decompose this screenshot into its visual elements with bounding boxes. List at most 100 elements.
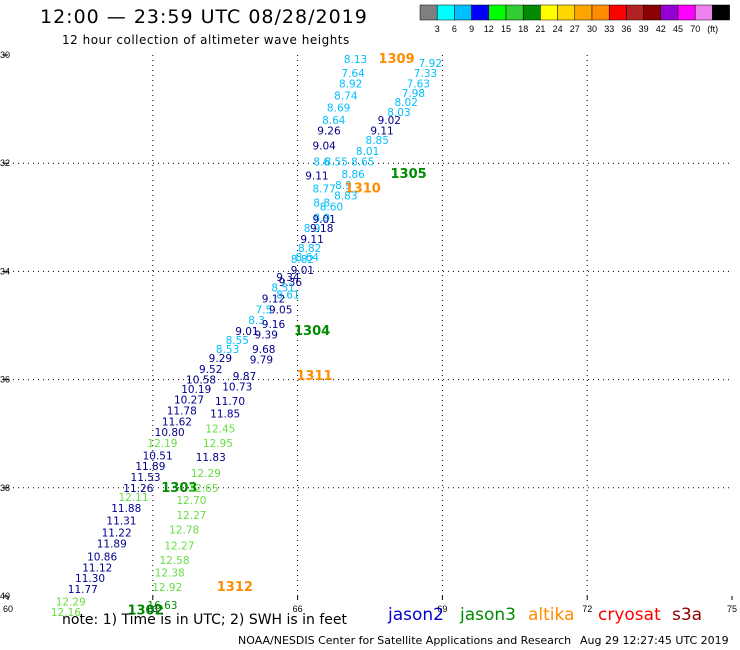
wave-height-value: 8.74 (334, 91, 358, 103)
wave-height-value: 9.36 (279, 277, 303, 289)
wave-height-value: 11.31 (106, 515, 136, 527)
colorbar-tick-label: 70 (690, 24, 700, 34)
y-tick-label: -40 (0, 591, 10, 601)
wave-height-value: 8.85 (366, 135, 389, 147)
wave-height-value: 9.11 (370, 126, 393, 138)
wave-height-value: 9.29 (209, 353, 232, 365)
chart-title: 12:00 — 23:59 UTC 08/28/2019 (40, 6, 368, 28)
wave-height-value: 11.30 (75, 573, 105, 585)
y-tick-label: -38 (0, 483, 10, 493)
colorbar-tick-label: 18 (518, 24, 528, 34)
footnote: note: 1) Time is in UTC; 2) SWH is in fe… (62, 612, 348, 628)
wave-height-value: 11.85 (210, 409, 240, 421)
wave-height-value: 8.9 (335, 180, 352, 192)
wave-height-value: 9.16 (262, 319, 286, 331)
colorbar-tick-label: 9 (469, 24, 474, 34)
orbit-pass-label: 1312 (217, 580, 253, 595)
x-tick-label: 69 (437, 604, 447, 614)
wave-height-value: 8.92 (339, 79, 362, 91)
wave-height-value: 12.58 (159, 555, 189, 567)
orbit-pass-label: 1310 (345, 182, 381, 197)
colorbar-legend: 3 6 9 12 15 18 21 24 27 30 33 36 39 42 45 70 (ft) (419, 4, 730, 34)
wave-height-value: 7.64 (341, 68, 365, 80)
colorbar-tick-label: 36 (621, 24, 631, 34)
colorbar-tick-label: 42 (656, 24, 666, 34)
orbit-pass-label: 1303 (161, 481, 197, 496)
wave-height-value: 8.8 (313, 198, 330, 210)
wave-height-value: 9.18 (310, 223, 333, 235)
wave-height-value: 8.53 (216, 344, 239, 356)
wave-height-value: 8.9 (304, 223, 321, 235)
wave-height-value: 9.01 (291, 265, 314, 277)
wave-height-value: 8.69 (327, 102, 350, 114)
wave-height-value: 12.92 (152, 582, 182, 594)
wave-height-value: 11.26 (123, 483, 153, 495)
wave-height-value: 12.95 (203, 438, 233, 450)
orbit-pass-label: 1302 (127, 604, 163, 619)
wave-height-value: 10.27 (174, 395, 204, 407)
colorbar-tick-label: 39 (639, 24, 649, 34)
wave-height-value: 9.11 (300, 234, 323, 246)
wave-height-value: 9.87 (233, 371, 256, 383)
wave-height-value: 12.38 (155, 568, 185, 580)
wave-height-value: 12.70 (176, 495, 206, 507)
y-tick-label: -30 (0, 50, 10, 60)
wave-height-value: 9.79 (250, 355, 273, 367)
colorbar-tick-label: 27 (570, 24, 580, 34)
credit-line: NOAA/NESDIS Center for Satellite Applica… (238, 634, 572, 647)
wave-height-value: 8.03 (387, 107, 410, 119)
wave-height-value: 12.11 (118, 492, 148, 504)
wave-height-value: 8.13 (344, 54, 367, 66)
wave-height-value: 8.65 (351, 157, 374, 169)
wave-height-value: 8.82 (291, 254, 314, 266)
y-tick-label: -34 (0, 266, 10, 276)
wave-height-value: 12.19 (147, 438, 177, 450)
colorbar-tick-label: 3 (435, 24, 440, 34)
wave-height-value: 10.51 (143, 450, 173, 462)
colorbar-tick-label: 21 (535, 24, 545, 34)
wave-height-value: 9.01 (235, 326, 258, 338)
wave-height-value: 8.55 (325, 157, 348, 169)
colorbar-tick-label: 45 (673, 24, 683, 34)
satellite-legend-altika: altika (528, 605, 575, 625)
colorbar-tick-label: 6 (452, 24, 457, 34)
wave-height-value: 9.52 (199, 364, 222, 376)
wave-height-value: 8.83 (334, 191, 357, 203)
generation-timestamp: Aug 29 12:27:45 UTC 2019 (580, 634, 729, 647)
satellite-legend-jason3: jason3 (460, 605, 516, 625)
wave-height-value: 10.86 (87, 552, 117, 564)
colorbar-tick-label: 24 (553, 24, 563, 34)
wave-height-value: 8.6 (313, 157, 330, 169)
y-tick-label: -36 (0, 375, 10, 385)
wave-height-value: 11.89 (97, 539, 127, 551)
wave-height-value: 11.88 (111, 503, 141, 515)
wave-height-value: 8.86 (341, 169, 365, 181)
colorbar-swatch (712, 4, 730, 21)
wave-height-value: 11.22 (102, 528, 132, 540)
wave-height-value: 9.11 (305, 171, 328, 183)
wave-height-value: 8.64 (296, 252, 320, 264)
wave-height-value: 11.89 (135, 461, 165, 473)
wave-height-value: 9.04 (312, 140, 336, 152)
wave-height-value: 8.77 (312, 184, 335, 196)
wave-height-value: 10.73 (222, 382, 252, 394)
wave-height-value: 11.70 (215, 396, 245, 408)
wave-height-value: 12.78 (169, 524, 199, 536)
colorbar-tick-label: 15 (501, 24, 511, 34)
wave-height-value: 7.98 (402, 88, 425, 100)
wave-height-value: 10.80 (155, 427, 185, 439)
orbit-pass-label: 1311 (296, 369, 332, 384)
colorbar-tick-label: 30 (587, 24, 597, 34)
wave-height-value: 9.01 (312, 214, 335, 226)
wave-height-value: 7.33 (414, 68, 437, 80)
orbit-pass-label: 1305 (391, 167, 427, 182)
x-tick-label: 63 (148, 604, 158, 614)
x-tick-label: 66 (293, 604, 303, 614)
y-tick-label: -32 (0, 158, 10, 168)
wave-height-value: 10.58 (186, 375, 216, 387)
wave-height-value: 12.29 (56, 596, 86, 608)
wave-height-value: 16.63 (147, 600, 177, 612)
wave-height-value: 11.77 (68, 584, 98, 596)
wave-height-value: 9.34 (276, 272, 300, 284)
wave-height-value: 9.26 (317, 126, 341, 138)
